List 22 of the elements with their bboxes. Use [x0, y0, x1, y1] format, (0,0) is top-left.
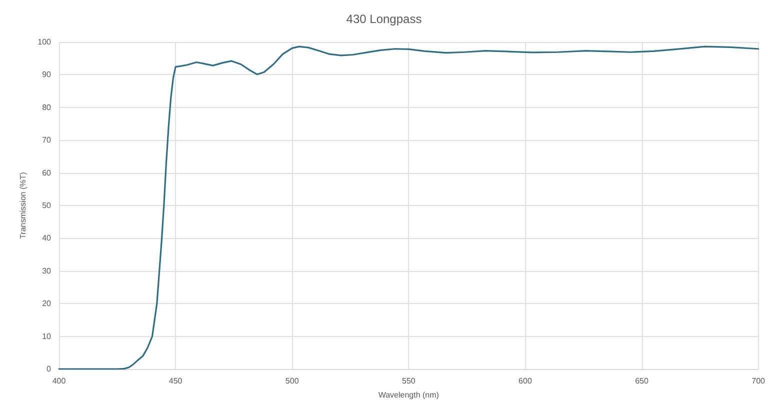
y-tick-label: 50	[42, 201, 52, 210]
x-tick-label: 400	[52, 376, 66, 386]
y-tick-label: 90	[42, 70, 52, 80]
x-tick-label: 600	[518, 376, 532, 386]
y-tick-label: 20	[42, 299, 52, 308]
x-tick-label: 450	[168, 376, 183, 386]
y-tick-label: 60	[42, 168, 52, 178]
x-axis-title: Wavelength (nm)	[378, 390, 440, 400]
chart-title: 430 Longpass	[346, 12, 422, 26]
y-tick-label: 100	[38, 38, 52, 46]
y-tick-label: 10	[42, 332, 52, 341]
x-tick-label: 650	[635, 376, 649, 386]
y-axis-title: Transmission (%T)	[18, 172, 28, 239]
x-tick-label: 700	[752, 376, 766, 386]
line-series	[58, 46, 760, 370]
x-tick-label: 500	[285, 376, 300, 386]
y-tick-label: 0	[46, 364, 52, 374]
y-tick-label: 80	[42, 102, 52, 112]
y-tick-label: 70	[42, 136, 52, 145]
y-tick-label: 30	[42, 266, 52, 276]
y-tick-label: 40	[42, 234, 52, 243]
x-tick-label: 550	[402, 376, 416, 386]
